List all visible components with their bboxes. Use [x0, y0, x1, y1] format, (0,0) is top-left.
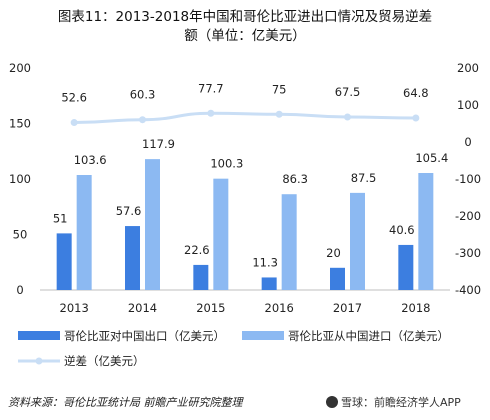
- bar-import: [281, 194, 297, 290]
- x-axis-tick-label: 2018: [401, 301, 430, 315]
- deficit-point: [70, 119, 78, 127]
- bar-import: [213, 178, 229, 290]
- bar-import-value-label: 87.5: [351, 171, 377, 185]
- deficit-line: [74, 111, 416, 125]
- left-axis-tick-label: 150: [9, 117, 31, 131]
- chart-title-line1: 图表11：2013-2018年中国和哥伦比亚进出口情况及贸易逆差: [57, 9, 433, 25]
- right-axis-tick-label: 0: [464, 135, 471, 149]
- deficit-value-label: 64.8: [403, 86, 429, 100]
- deficit-point: [412, 114, 420, 122]
- bar-import: [145, 159, 160, 290]
- watermark-text: 雪球：前瞻经济学人APP: [341, 396, 461, 409]
- deficit-value-label: 52.6: [61, 91, 87, 105]
- bar-export: [125, 226, 140, 290]
- bar-import-value-label: 105.4: [415, 151, 448, 165]
- right-axis-tick-label: 100: [457, 98, 479, 112]
- bar-export-value-label: 40.6: [389, 223, 415, 237]
- bar-import-value-label: 117.9: [142, 137, 175, 151]
- legend-label-export: 哥伦比亚对中国出口（亿美元）: [64, 329, 225, 343]
- right-axis-tick-label: -300: [455, 246, 481, 260]
- snowball-logo-icon: [326, 396, 338, 408]
- right-axis-tick-label: 200: [457, 61, 479, 75]
- left-axis-tick-label: 0: [16, 283, 23, 297]
- x-axis-tick-label: 2014: [128, 301, 157, 315]
- legend-swatch-export: [18, 331, 60, 340]
- x-axis-tick-label: 2015: [196, 301, 225, 315]
- bar-import-value-label: 103.6: [74, 153, 107, 167]
- bar-import-value-label: 86.3: [282, 172, 308, 186]
- left-axis-tick-label: 200: [9, 61, 31, 75]
- bar-export-value-label: 51: [53, 211, 68, 225]
- deficit-point: [139, 116, 146, 124]
- x-axis-tick-label: 2016: [265, 301, 294, 315]
- legend-swatch-import: [242, 331, 284, 340]
- bar-export: [330, 267, 345, 290]
- deficit-point: [207, 109, 215, 117]
- bar-export: [261, 277, 277, 290]
- bar-export-value-label: 57.6: [116, 204, 142, 218]
- deficit-value-label: 77.7: [198, 81, 224, 95]
- right-axis-tick-label: -400: [455, 283, 481, 297]
- x-axis-tick-label: 2013: [60, 301, 89, 315]
- chart-title: 图表11：2013-2018年中国和哥伦比亚进出口情况及贸易逆差 额（单位：亿美…: [0, 8, 490, 46]
- right-axis-tick-label: -100: [455, 172, 481, 186]
- bar-import: [76, 175, 92, 290]
- bar-export-value-label: 11.3: [252, 255, 278, 269]
- bar-export-value-label: 20: [326, 246, 341, 260]
- legend-label-deficit: 逆差（亿美元）: [64, 354, 145, 368]
- right-axis-tick-label: -200: [455, 209, 481, 223]
- bar-import-value-label: 100.3: [210, 157, 243, 171]
- watermark: 雪球：前瞻经济学人APP: [326, 394, 461, 410]
- deficit-point: [275, 110, 283, 118]
- source-note: 资料来源：哥伦比亚统计局 前瞻产业研究院整理: [8, 396, 243, 409]
- bar-export-value-label: 22.6: [184, 243, 210, 257]
- deficit-point: [344, 113, 351, 121]
- deficit-value-label: 67.5: [335, 85, 361, 99]
- x-axis-tick-label: 2017: [333, 301, 362, 315]
- legend-label-import: 哥伦比亚从中国进口（亿美元）: [288, 329, 449, 343]
- deficit-value-label: 60.3: [130, 88, 156, 102]
- bar-export: [56, 233, 72, 290]
- deficit-value-label: 75: [272, 82, 287, 96]
- chart-title-line2: 额（单位：亿美元）: [184, 28, 306, 44]
- left-axis-tick-label: 50: [13, 228, 28, 242]
- legend-marker-deficit: [35, 357, 43, 365]
- bar-export: [398, 244, 414, 290]
- bar-export: [193, 264, 209, 290]
- bar-import: [418, 173, 434, 290]
- bar-import: [350, 192, 365, 290]
- left-axis-tick-label: 100: [9, 172, 31, 186]
